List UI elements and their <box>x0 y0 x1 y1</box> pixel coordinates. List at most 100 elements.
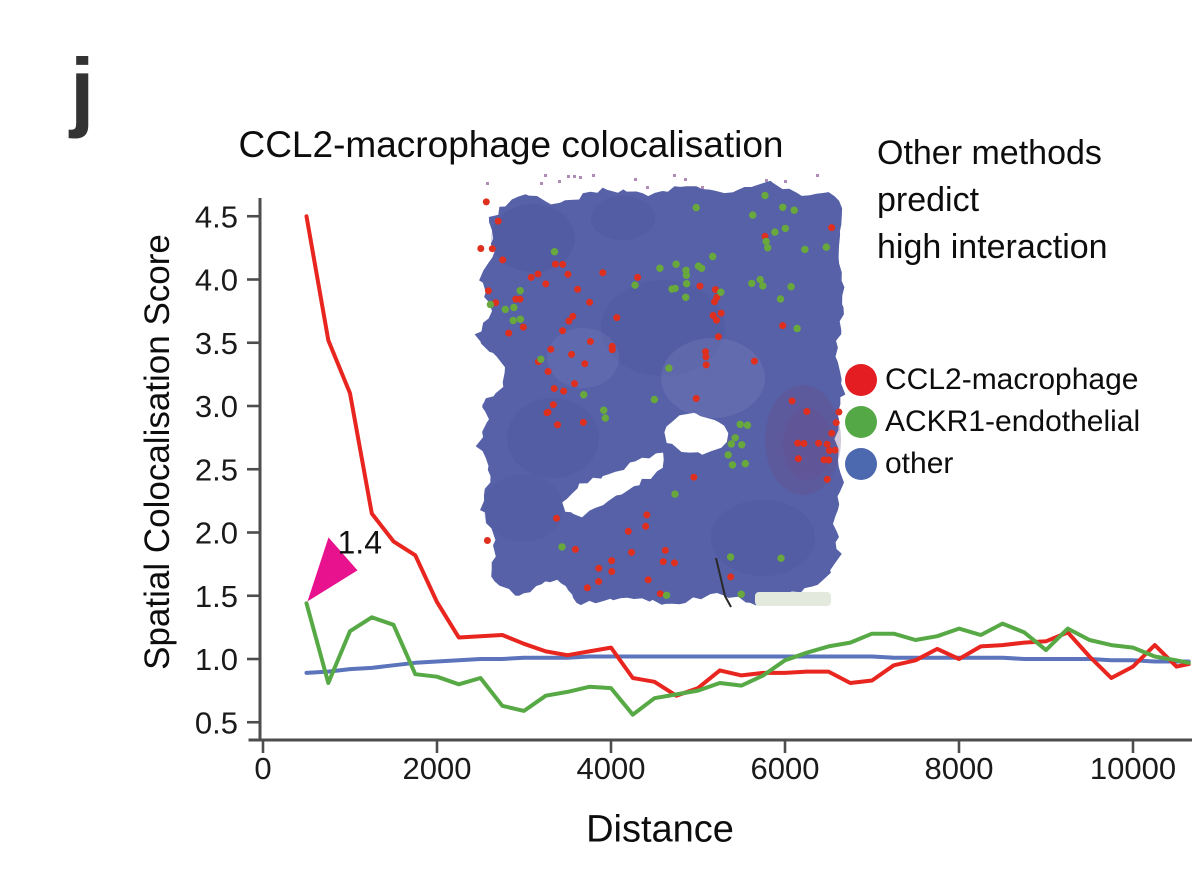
tissue-texture <box>601 280 725 376</box>
chart-title: CCL2-macrophage colocalisation <box>238 124 784 165</box>
red-cell-dot <box>788 397 796 405</box>
green-cell-dot <box>501 305 509 314</box>
line-ACKR1-endothelial <box>304 601 1191 717</box>
green-cell-dot <box>779 203 787 211</box>
red-cell-dot <box>581 360 589 368</box>
red-cell-dot <box>823 440 831 448</box>
green-cell-dot <box>727 440 735 448</box>
aside-annotation-text: Other methods predict high interaction <box>877 130 1108 271</box>
red-cell-dot <box>750 357 758 365</box>
red-cell-dot <box>702 348 709 356</box>
tissue-speckle <box>567 175 570 178</box>
green-cell-dot <box>656 264 664 272</box>
red-cell-dot <box>551 260 559 268</box>
y-tick-label: 2.5 <box>195 452 238 487</box>
tissue-hole-small <box>664 412 729 455</box>
red-cell-dot <box>579 418 587 426</box>
legend-item-ackr1: ACKR1-endothelial <box>845 405 1140 438</box>
green-cell-dot <box>486 300 495 309</box>
aside-line-3: high interaction <box>877 228 1108 266</box>
red-cell-dot <box>550 385 558 392</box>
red-cell-dot <box>671 559 678 567</box>
y-tick-label: 4.5 <box>195 199 238 234</box>
x-tick-label: 6000 <box>751 751 820 786</box>
tissue-inset-image <box>428 174 846 642</box>
red-cell-dot <box>544 368 552 375</box>
red-cell-dot <box>542 280 550 288</box>
red-cell-dot <box>608 346 616 354</box>
legend-dot-green <box>845 405 877 438</box>
red-cell-dot <box>488 245 496 253</box>
tissue-notch-left3 <box>444 453 478 492</box>
green-cell-dot <box>600 406 608 414</box>
tissue-pale-patch <box>755 592 831 606</box>
x-tick-label: 8000 <box>925 751 994 786</box>
red-cell-dot <box>713 316 720 324</box>
red-cell-dot <box>505 329 513 337</box>
red-cell-dot <box>595 578 603 585</box>
red-cell-dot <box>628 548 635 556</box>
tissue-speckle <box>558 180 561 183</box>
legend-label-ccl2: CCL2-macrophage <box>885 362 1139 396</box>
y-tick-label: 3.0 <box>195 389 238 424</box>
red-cell-dot <box>571 545 579 553</box>
green-cell-dot <box>537 355 545 363</box>
tissue-speckle <box>701 186 704 189</box>
tissue-speckle <box>579 176 582 179</box>
legend-label-ackr1: ACKR1-endothelial <box>885 404 1141 438</box>
tissue-notch-bottom <box>525 579 576 642</box>
red-cell-dot <box>828 224 836 232</box>
green-cell-dot <box>671 490 679 498</box>
panel-label: j <box>70 40 95 139</box>
x-tick-label: 4000 <box>577 751 646 786</box>
red-cell-dot <box>832 419 840 427</box>
y-tick-label: 2.0 <box>195 516 238 551</box>
tissue-texture <box>711 500 815 576</box>
red-cell-dot <box>702 361 710 369</box>
tissue-speckle <box>646 186 649 189</box>
red-cell-dot <box>828 429 836 437</box>
red-cell-dot <box>477 245 485 252</box>
red-cell-dot <box>586 298 594 306</box>
green-cell-dot <box>682 280 691 288</box>
aside-line-2: predict <box>877 181 980 219</box>
red-cell-dot <box>599 269 607 277</box>
y-tick-label: 1.0 <box>195 642 238 677</box>
red-cell-dot <box>482 198 490 206</box>
green-cell-dot <box>709 252 717 261</box>
red-cell-dot <box>608 568 616 575</box>
red-cell-dot <box>803 408 811 415</box>
green-cell-dot <box>516 315 525 323</box>
red-cell-dot <box>568 350 575 358</box>
red-cell-dot <box>659 558 667 566</box>
red-cell-dot <box>543 409 551 417</box>
red-cell-dot <box>565 317 573 325</box>
green-cell-dot <box>682 271 691 279</box>
red-cell-dot <box>583 584 591 592</box>
red-cell-dot <box>815 439 823 447</box>
red-cell-dot <box>634 273 642 281</box>
green-cell-dot <box>724 451 732 459</box>
green-cell-dot <box>717 288 725 296</box>
red-cell-dot <box>484 287 492 295</box>
green-cell-dot <box>682 293 690 301</box>
green-cell-dot <box>728 461 737 469</box>
red-cell-dot <box>608 557 616 565</box>
red-cell-dot <box>499 256 507 264</box>
green-cell-dot <box>601 414 609 422</box>
red-cell-dot <box>642 522 650 530</box>
aside-line-1: Other methods <box>877 134 1102 172</box>
series-lines <box>304 214 1191 717</box>
green-cell-dot <box>665 364 673 372</box>
legend: CCL2-macrophage ACKR1-endothelial other <box>845 363 1140 480</box>
red-cell-dot <box>835 408 843 416</box>
legend-dot-blue <box>845 447 877 480</box>
green-cell-dot <box>743 421 752 429</box>
green-cell-dot <box>672 260 680 268</box>
red-cell-dot <box>690 473 698 481</box>
red-cell-dot <box>483 537 491 544</box>
red-cell-dot <box>571 380 578 388</box>
green-cell-dot <box>726 553 735 561</box>
red-cell-dot <box>717 309 725 317</box>
